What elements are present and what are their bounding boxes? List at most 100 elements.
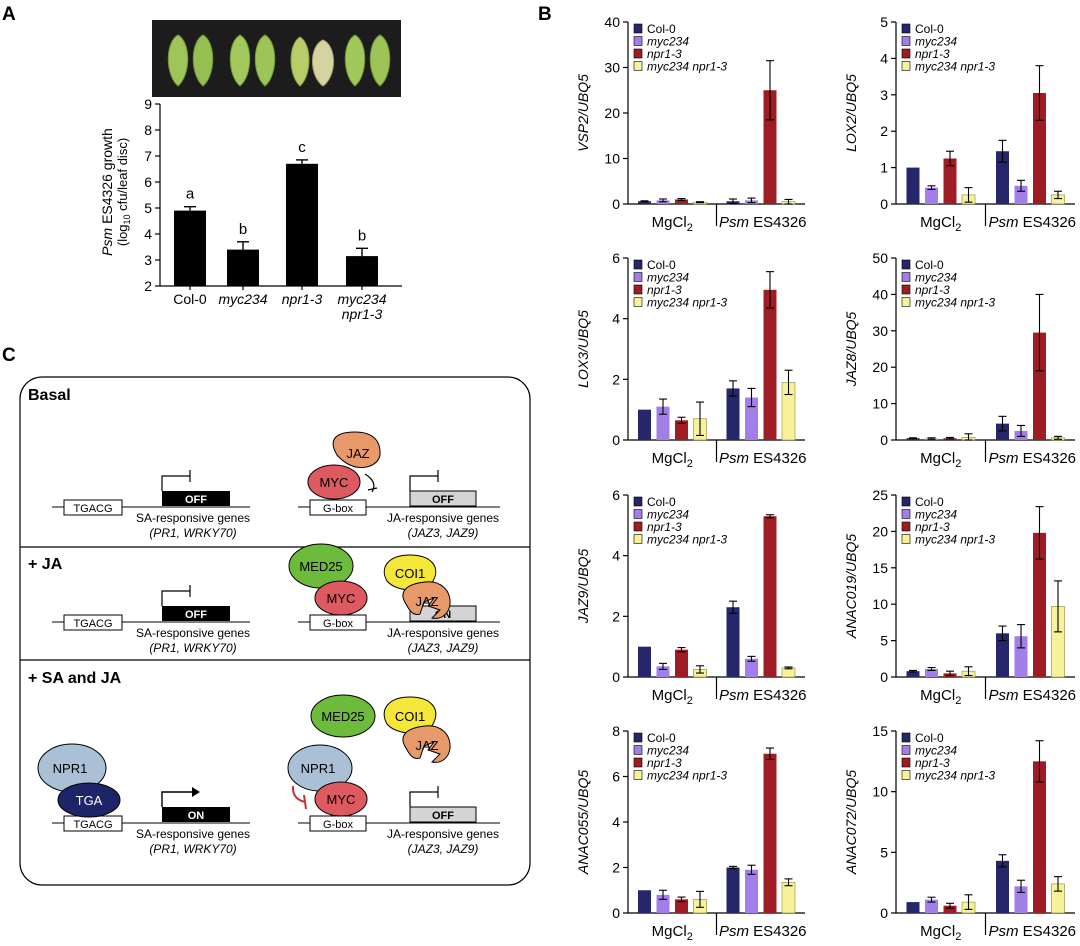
group-label-italic: Psm [988,687,1018,704]
y-tick-label: 1 [880,160,888,176]
x-tick-label: Col-0 [173,291,207,307]
legend-label: myc234 npr1-3 [647,533,727,547]
expression-bar [638,409,651,440]
y-tick-label: 0 [612,669,620,685]
expression-bar [726,867,740,913]
y-tick-label: 2 [880,123,888,139]
group-label-italic: Psm [719,214,749,231]
sa-gene-box [162,491,230,506]
legend-label: Col-0 [647,258,676,272]
sa-genes-list: (PR1, WRKY70) [149,842,236,856]
x-tick-label: myc234 [218,291,267,307]
leaf-image [290,36,310,87]
y-tick-label: 0 [612,432,620,448]
expression-bar [996,423,1009,440]
legend-label: myc234 [915,744,957,758]
legend-label: myc234 [647,508,689,522]
y-axis-label: ANAC055/UBQ5 [575,770,591,875]
y-axis-label: LOX3/UBQ5 [575,310,591,388]
group-label-italic: Psm [988,214,1018,231]
group-label-italic: Psm [719,687,749,704]
group-label-psm: Psm ES4326 [719,687,807,704]
legend-swatch [633,48,643,59]
sa-genes-label: SA-responsive genes [136,827,250,841]
legend-swatch [633,284,643,295]
x-tick-label: npr1-3 [282,291,323,307]
group-label-psm: Psm ES4326 [988,923,1076,940]
legend-swatch [901,48,911,59]
growth-bar [346,256,378,286]
gbox-label: G-box [323,819,353,831]
group-label-mgcl2: MgCl2 [920,687,961,707]
y-tick-label: 30 [604,60,620,76]
myc-protein [307,464,361,500]
myc-label: MYC [320,475,349,490]
significance-letter: b [358,227,366,244]
y-axis-label: VSP2/UBQ5 [575,74,591,152]
group-label-mgcl2: MgCl2 [920,450,961,470]
y-axis-label: JAZ9/UBQ5 [575,548,591,624]
legend-swatch [633,745,643,755]
legend-label: Col-0 [915,22,944,36]
group-label-subscript: 2 [687,695,693,707]
expression-chart: 0 10 20 30 40 50 JAZ8/UBQ5 MgCl2 Psm ES4326 Col-0… [843,250,1076,470]
significance-letter: a [186,186,195,203]
expression-bar [638,890,651,913]
legend-swatch [633,732,643,743]
panel-c: C Basal TGACG OFF SA-responsive genes (P… [2,345,531,886]
legend-swatch [633,521,643,532]
legend-swatch [901,259,911,270]
sa-genes-label: SA-responsive genes [136,626,250,640]
gbox-label: G-box [323,503,353,515]
expression-bar [925,187,938,204]
legend-swatch [633,509,643,519]
promoter-active-arrowhead [192,787,200,797]
legend-label: myc234 [915,271,957,285]
jaz-label: JAZ [415,594,438,609]
expression-bar [675,649,688,677]
growth-axis-label-line1: Psm ES4326 growth [99,128,115,256]
group-label-subscript: 2 [955,222,961,234]
group-label-text: MgCl [920,214,955,231]
y-tick-label: 8 [612,723,620,739]
leaf-image [254,34,276,87]
growth-bar [174,210,206,286]
ja-gene-box [409,806,477,823]
group-label-subscript: 2 [687,458,693,470]
sa-genes-label: SA-responsive genes [136,511,250,525]
y-tick-label: 15 [872,560,888,576]
expression-bar [1014,886,1028,913]
legend-swatch [633,757,643,768]
expression-bar [745,869,758,913]
y-tick-label: 10 [872,396,888,412]
myc-label: MYC [327,591,356,606]
expression-bar [763,516,777,677]
sa-genes-list: (PR1, WRKY70) [149,641,236,655]
legend-swatch [901,272,911,282]
promoter-blocked-icon [161,585,191,606]
y-tick-label: 0 [612,196,620,212]
legend-label: myc234 npr1-3 [647,60,727,74]
coi1-label: COI1 [395,709,425,724]
myc-protein [314,781,368,817]
legend-label: myc234 npr1-3 [915,533,995,547]
legend-swatch [901,534,911,544]
group-label-text: MgCl [920,450,955,467]
expression-chart: 0 5 10 15 20 25 ANAC019/UBQ5 MgCl2 Psm ES4326 Col… [843,487,1076,707]
ja-genes-list: (JAZ3, JAZ9) [408,842,479,856]
jaz-protein-degraded [402,725,451,763]
y-tick-label: 6 [144,174,152,190]
y-tick-label: 0 [880,669,888,685]
model-frame [19,376,531,886]
y-tick-label: 30 [872,323,888,339]
group-label-text: MgCl [652,214,687,231]
med25-protein [310,694,376,738]
expression-bar [763,753,777,913]
group-label-text: ES4326 [1018,687,1076,704]
group-label-text: MgCl [920,923,955,940]
med25-label: MED25 [299,559,342,574]
npr1-label: NPR1 [301,761,336,776]
